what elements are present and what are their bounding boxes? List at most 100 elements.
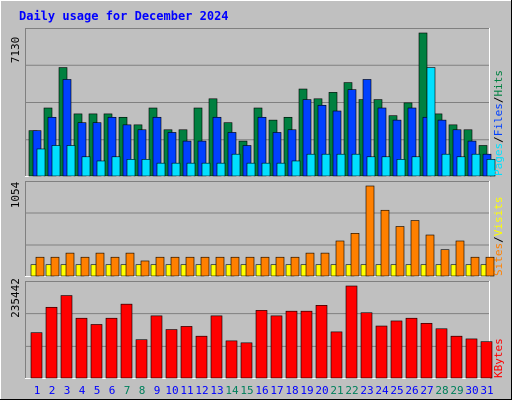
bar-sites-day-undefined [380,209,390,277]
kbytes-axis-max-label: 235442 [9,278,22,318]
bar-kbytes-day-undefined [330,331,343,379]
x-tick-label-day-21: 21 [330,384,343,397]
bar-sites-day-undefined [200,256,210,277]
bar-pages-day-18 [291,160,301,177]
bar-pages-day-9 [156,162,166,177]
bar-sites-day-undefined [260,256,270,277]
bar-pages-day-1 [36,148,46,177]
bar-pages-day-31 [486,159,496,177]
bar-sites-day-undefined [275,256,285,277]
legend-sep: / [492,97,505,104]
bar-sites-day-undefined [455,240,465,277]
bar-kbytes-day-undefined [75,317,88,379]
hits-files-pages-panel [25,28,496,177]
x-tick-label-day-23: 23 [360,384,373,397]
x-axis-day-labels: 1 2 3 4 5 6 7 8 9 10 11 12 13 14 15 16 17 18 19 20 21 22 23 24 2… [34,384,494,397]
bar-pages-day-26 [411,156,421,177]
bar-sites-day-undefined [365,185,375,277]
bar-sites-day-undefined [470,256,480,277]
bar-pages-day-7 [126,159,136,177]
bar-kbytes-day-undefined [390,320,403,379]
x-tick-label-day-19: 19 [300,384,313,397]
x-tick-label-day-31: 31 [480,384,493,397]
bar-sites-day-undefined [290,256,300,277]
bar-kbytes-day-undefined [45,306,58,379]
bar-pages-day-13 [216,162,226,177]
bar-pages-day-10 [171,162,181,177]
legend-sites: Sites [492,243,505,276]
bar-kbytes-day-undefined [240,342,253,379]
bar-sites-day-undefined [245,256,255,277]
bar-pages-day-27 [426,67,436,177]
x-tick-label-day-9: 9 [154,384,161,397]
bar-sites-day-undefined [320,252,330,277]
hits-axis-max-label: 7130 [9,37,22,64]
x-tick-label-day-5: 5 [94,384,101,397]
x-tick-label-day-29: 29 [450,384,463,397]
x-tick-label-day-12: 12 [195,384,208,397]
bar-pages-day-30 [471,153,481,177]
bar-sites-day-undefined [125,252,135,277]
bar-pages-day-29 [456,156,466,177]
x-tick-label-day-24: 24 [375,384,389,397]
bar-kbytes-day-undefined [450,335,463,379]
bar-pages-day-16 [261,162,271,177]
bar-sites-day-undefined [95,252,105,277]
legend-top: Pages/Files/Hits [492,70,505,176]
bar-sites-day-undefined [155,256,165,277]
bar-kbytes-day-undefined [255,310,268,379]
legend-sep: / [492,236,505,243]
bar-pages-day-11 [186,162,196,177]
bar-pages-day-5 [96,160,106,177]
bar-pages-day-15 [246,162,256,177]
bar-kbytes-day-undefined [270,315,283,379]
bar-pages-day-23 [366,156,376,177]
x-tick-label-day-15: 15 [240,384,253,397]
bar-pages-day-6 [111,156,121,177]
legend-sep: / [492,136,505,143]
bar-kbytes-day-undefined [210,315,223,379]
bar-pages-day-24 [381,156,391,177]
panel-plot-area [25,181,490,277]
bar-kbytes-day-undefined [180,326,193,379]
legend-kbytes: KBytes [492,338,505,378]
bar-sites-day-undefined [485,256,495,277]
bar-kbytes-day-undefined [135,339,148,379]
bar-kbytes-day-undefined [60,295,73,379]
bar-sites-day-undefined [230,256,240,277]
x-tick-label-day-2: 2 [49,384,56,397]
bar-pages-day-20 [321,153,331,177]
bar-kbytes-day-undefined [300,310,313,379]
x-tick-label-day-17: 17 [270,384,283,397]
x-tick-label-day-22: 22 [345,384,358,397]
bar-kbytes-day-undefined [435,328,448,379]
bar-pages-day-3 [66,145,76,177]
bar-sites-day-undefined [350,233,360,277]
bar-sites-day-undefined [305,252,315,277]
bar-kbytes-day-undefined [90,324,103,379]
x-tick-label-day-1: 1 [34,384,41,397]
bar-kbytes-day-undefined [375,325,388,379]
bar-sites-day-undefined [440,249,450,277]
x-tick-label-day-20: 20 [315,384,328,397]
bar-pages-day-14 [231,153,241,177]
bar-pages-day-12 [201,162,211,177]
legend-pages: Pages [492,143,505,176]
bar-kbytes-day-undefined [360,312,373,379]
bar-sites-day-undefined [410,220,420,277]
chart-title: Daily usage for December 2024 [19,9,229,23]
x-tick-label-day-18: 18 [285,384,298,397]
visits-sites-panel [25,181,495,277]
bar-sites-day-undefined [170,256,180,277]
bar-kbytes-day-undefined [420,322,433,379]
bar-pages-day-25 [396,159,406,177]
bar-kbytes-day-undefined [465,338,478,379]
bar-kbytes-day-undefined [315,305,328,379]
x-tick-label-day-8: 8 [139,384,146,397]
bar-sites-day-undefined [395,226,405,277]
bar-pages-day-17 [276,162,286,177]
x-tick-label-day-14: 14 [225,384,239,397]
legend-hits: Hits [492,70,505,97]
bar-pages-day-28 [441,153,451,177]
